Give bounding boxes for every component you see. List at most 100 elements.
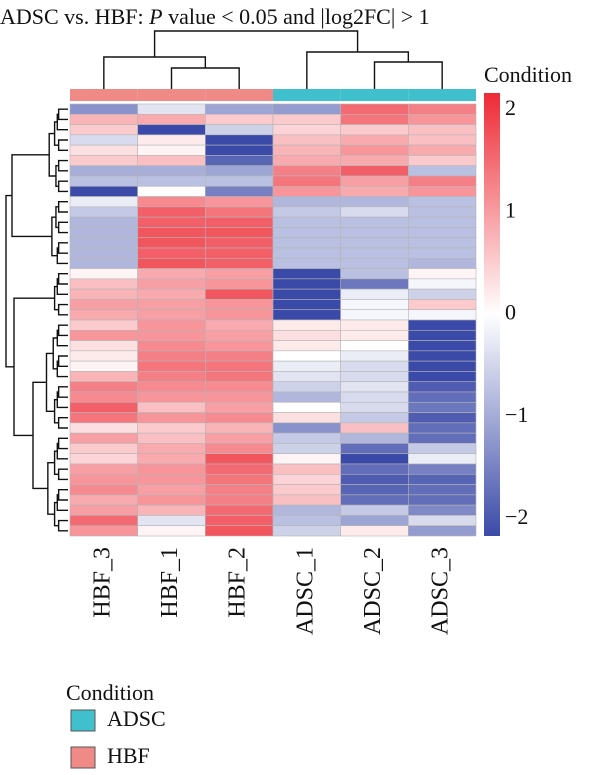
heatmap-cell-r27-HBF_3 bbox=[69, 371, 138, 383]
heatmap-cell-r22-HBF_1 bbox=[137, 319, 206, 331]
heatmap-cell-r39-HBF_2 bbox=[205, 494, 274, 506]
column-label-ADSC_2: ADSC_2 bbox=[360, 547, 386, 635]
heatmap-cell-r18-ADSC_2 bbox=[340, 278, 409, 290]
heatmap-cell-r17-ADSC_2 bbox=[340, 268, 409, 280]
row-link bbox=[47, 462, 55, 515]
heatmap-cell-r5-HBF_3 bbox=[69, 144, 138, 156]
heatmap-cell-r27-HBF_2 bbox=[205, 371, 274, 383]
heatmap-cell-r17-HBF_1 bbox=[137, 268, 206, 280]
heatmap-cell-r1-ADSC_1 bbox=[272, 103, 341, 115]
heatmap-cell-r20-HBF_1 bbox=[137, 299, 206, 311]
heatmap-cell-r4-HBF_2 bbox=[205, 134, 274, 146]
heatmap-cell-r1-HBF_3 bbox=[69, 103, 138, 115]
heatmap-cell-r30-ADSC_3 bbox=[408, 401, 477, 413]
heatmap-cell-r31-HBF_2 bbox=[205, 412, 274, 424]
heatmap-cell-r25-ADSC_1 bbox=[272, 350, 341, 362]
heatmap-cell-r1-ADSC_3 bbox=[408, 103, 477, 115]
heatmap-cell-r33-HBF_1 bbox=[137, 432, 206, 444]
heatmap-cell-r5-HBF_2 bbox=[205, 144, 274, 156]
heatmap-cell-r9-HBF_3 bbox=[69, 185, 138, 197]
heatmap-cell-r32-ADSC_3 bbox=[408, 422, 477, 434]
heatmap-cell-r41-ADSC_1 bbox=[272, 515, 341, 527]
heatmap-cell-r32-ADSC_2 bbox=[340, 422, 409, 434]
heatmap-cell-r1-ADSC_2 bbox=[340, 103, 409, 115]
row-link bbox=[57, 386, 68, 398]
heatmap-cell-r16-ADSC_3 bbox=[408, 257, 477, 269]
legend-swatch-hbf bbox=[70, 746, 96, 769]
color-scale-tick-label: −1 bbox=[505, 402, 528, 427]
heatmap-cell-r26-ADSC_2 bbox=[340, 360, 409, 372]
heatmap-cell-r2-HBF_1 bbox=[137, 113, 206, 125]
heatmap-cell-r25-ADSC_2 bbox=[340, 350, 409, 362]
heatmap-cell-r29-HBF_1 bbox=[137, 391, 206, 403]
heatmap-cell-r14-HBF_2 bbox=[205, 237, 274, 249]
col-link-hbf3 bbox=[103, 56, 207, 89]
heatmap-cell-r9-ADSC_2 bbox=[340, 185, 409, 197]
row-link bbox=[57, 417, 68, 429]
heatmap-cell-r34-ADSC_2 bbox=[340, 443, 409, 455]
color-scale-gradient bbox=[484, 93, 500, 536]
heatmap-cell-r34-HBF_2 bbox=[205, 443, 274, 455]
annotation-cell-ADSC_3 bbox=[408, 89, 476, 101]
heatmap-cell-r6-HBF_2 bbox=[205, 155, 274, 167]
heatmap-cell-r26-HBF_1 bbox=[137, 360, 206, 372]
col-link-adsc2-adsc3 bbox=[373, 61, 443, 89]
column-labels: HBF_3 HBF_1 HBF_2 ADSC_1 ADSC_2 ADSC_3 bbox=[89, 547, 453, 635]
heatmap-cell-r13-HBF_2 bbox=[205, 227, 274, 239]
heatmap-cell-r36-HBF_1 bbox=[137, 463, 206, 475]
heatmap-cell-r30-HBF_1 bbox=[137, 401, 206, 413]
heatmap-cell-r42-HBF_2 bbox=[205, 525, 274, 537]
heatmap-cell-r13-HBF_1 bbox=[137, 227, 206, 239]
heatmap-cell-r13-ADSC_3 bbox=[408, 227, 477, 239]
column-label-ADSC_1: ADSC_1 bbox=[292, 547, 318, 635]
heatmap-cell-r16-HBF_3 bbox=[69, 257, 138, 269]
heatmap-cell-r17-HBF_3 bbox=[69, 268, 138, 280]
heatmap-cell-r40-HBF_1 bbox=[137, 504, 206, 516]
heatmap-cell-r2-HBF_3 bbox=[69, 113, 138, 125]
heatmap-cell-r10-ADSC_1 bbox=[272, 196, 341, 208]
legend-label-adsc: ADSC bbox=[107, 706, 166, 731]
heatmap-cell-r28-ADSC_1 bbox=[272, 381, 341, 393]
heatmap-cell-r39-ADSC_2 bbox=[340, 494, 409, 506]
title-italic-p: P bbox=[149, 4, 163, 29]
heatmap-cell-r34-ADSC_3 bbox=[408, 443, 477, 455]
heatmap-cell-r17-ADSC_1 bbox=[272, 268, 341, 280]
heatmap-cell-r5-ADSC_1 bbox=[272, 144, 341, 156]
row-link-root bbox=[5, 194, 14, 368]
heatmap-cell-r2-ADSC_3 bbox=[408, 113, 477, 125]
heatmap-cell-r3-ADSC_1 bbox=[272, 124, 341, 136]
heatmap-cell-r2-ADSC_1 bbox=[272, 113, 341, 125]
heatmap-cell-r18-HBF_2 bbox=[205, 278, 274, 290]
heatmap-cell-r3-ADSC_2 bbox=[340, 124, 409, 136]
heatmap-cell-r23-HBF_2 bbox=[205, 329, 274, 341]
heatmap-cell-r17-HBF_2 bbox=[205, 268, 274, 280]
color-scale-tick-label: 2 bbox=[505, 95, 516, 120]
row-link bbox=[57, 180, 68, 193]
heatmap-cells bbox=[69, 103, 477, 537]
heatmap-cell-r16-ADSC_2 bbox=[340, 257, 409, 269]
chart-title: ADSC vs. HBF: P value < 0.05 and |log2FC… bbox=[0, 2, 600, 32]
row-link bbox=[57, 519, 68, 532]
row-link bbox=[57, 437, 68, 450]
row-link bbox=[57, 159, 68, 172]
heatmap-cell-r6-ADSC_1 bbox=[272, 155, 341, 167]
heatmap-cell-r38-ADSC_1 bbox=[272, 484, 341, 496]
row-link bbox=[57, 201, 68, 213]
heatmap-cell-r41-HBF_2 bbox=[205, 515, 274, 527]
heatmap-cell-r40-HBF_3 bbox=[69, 504, 138, 516]
heatmap-cell-r21-ADSC_3 bbox=[408, 309, 477, 321]
heatmap-cell-r22-HBF_2 bbox=[205, 319, 274, 331]
heatmap-cell-r10-HBF_2 bbox=[205, 196, 274, 208]
col-link-root bbox=[153, 30, 359, 57]
heatmap-cell-r10-HBF_3 bbox=[69, 196, 138, 208]
heatmap-cell-r7-ADSC_1 bbox=[272, 165, 341, 177]
heatmap-cell-r4-HBF_3 bbox=[69, 134, 138, 146]
heatmap-cell-r28-HBF_1 bbox=[137, 381, 206, 393]
heatmap-cell-r6-ADSC_3 bbox=[408, 155, 477, 167]
heatmap-cell-r40-ADSC_1 bbox=[272, 504, 341, 516]
heatmap-cell-r40-ADSC_3 bbox=[408, 504, 477, 516]
heatmap-cell-r15-ADSC_3 bbox=[408, 247, 477, 259]
heatmap-cell-r31-ADSC_2 bbox=[340, 412, 409, 424]
heatmap-cell-r20-ADSC_1 bbox=[272, 299, 341, 311]
heatmap-cell-r25-HBF_3 bbox=[69, 350, 138, 362]
